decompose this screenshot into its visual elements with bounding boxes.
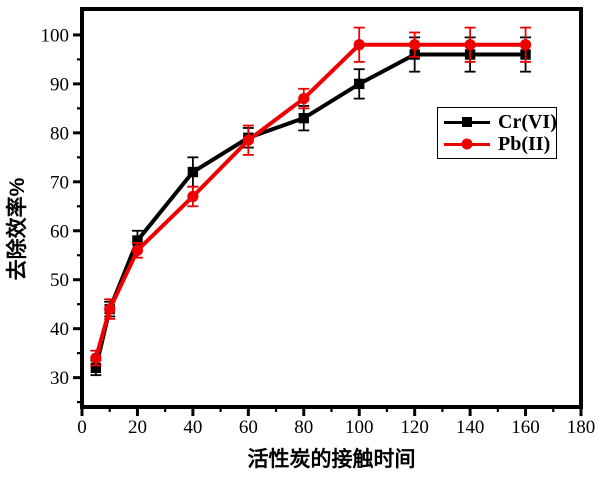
- circle-marker: [242, 134, 254, 146]
- x-axis-title: 活性炭的接触时间: [247, 448, 416, 471]
- series-pbii: [90, 26, 532, 367]
- legend-box: Cr(VI) Pb(II): [437, 107, 557, 159]
- circle-marker: [464, 39, 476, 51]
- y-tick-label: 60: [50, 221, 69, 242]
- x-tick-label: 80: [294, 417, 313, 438]
- y-tick-label: 30: [50, 368, 69, 389]
- y-tick-label: 80: [50, 123, 69, 144]
- square-marker-icon: [462, 117, 472, 127]
- circle-marker: [90, 352, 102, 364]
- circle-marker: [519, 39, 532, 51]
- x-tick-label: 20: [128, 417, 147, 438]
- pbii-line-sample: [444, 137, 490, 151]
- x-tick-label: 160: [511, 417, 540, 438]
- x-axis: 0 20 40 60 80 100 120 140 160 180: [77, 407, 595, 438]
- circle-marker: [298, 92, 310, 105]
- x-tick-label: 120: [400, 417, 429, 438]
- circle-marker: [104, 303, 116, 315]
- y-tick-label: 70: [50, 172, 69, 193]
- x-tick-label: 40: [183, 417, 202, 438]
- square-marker: [354, 78, 365, 90]
- legend-label-crvi: Cr(VI): [498, 111, 557, 133]
- y-tick-label: 50: [50, 270, 69, 291]
- x-tick-label: 140: [456, 417, 485, 438]
- circle-marker: [131, 244, 144, 256]
- circle-marker: [409, 39, 421, 51]
- circle-marker: [187, 190, 199, 203]
- circle-marker-icon: [461, 138, 473, 150]
- legend-item-crvi: Cr(VI): [444, 111, 557, 133]
- plot-frame: [80, 7, 583, 409]
- y-tick-label: 40: [50, 319, 69, 340]
- circle-marker: [353, 39, 365, 51]
- legend-label-pbii: Pb(II): [498, 133, 551, 155]
- x-tick-label: 180: [567, 417, 596, 438]
- y-tick-label: 90: [50, 74, 69, 95]
- y-tick-label: 100: [41, 25, 70, 46]
- square-marker: [298, 112, 309, 124]
- series-crvi: [90, 36, 532, 377]
- series-line: [93, 42, 528, 361]
- y-axis: 30 40 50 60 70 80 90 100: [41, 25, 82, 404]
- y-axis-title: 去除效率%: [6, 177, 29, 281]
- x-tick-label: 0: [77, 417, 87, 438]
- crvi-line-sample: [444, 115, 490, 129]
- square-marker: [90, 362, 102, 374]
- x-tick-label: 100: [345, 417, 374, 438]
- series-line: [93, 52, 528, 370]
- square-marker: [132, 235, 143, 246]
- legend-item-pbii: Pb(II): [444, 133, 552, 155]
- square-marker: [187, 166, 199, 178]
- x-tick-label: 60: [239, 417, 258, 438]
